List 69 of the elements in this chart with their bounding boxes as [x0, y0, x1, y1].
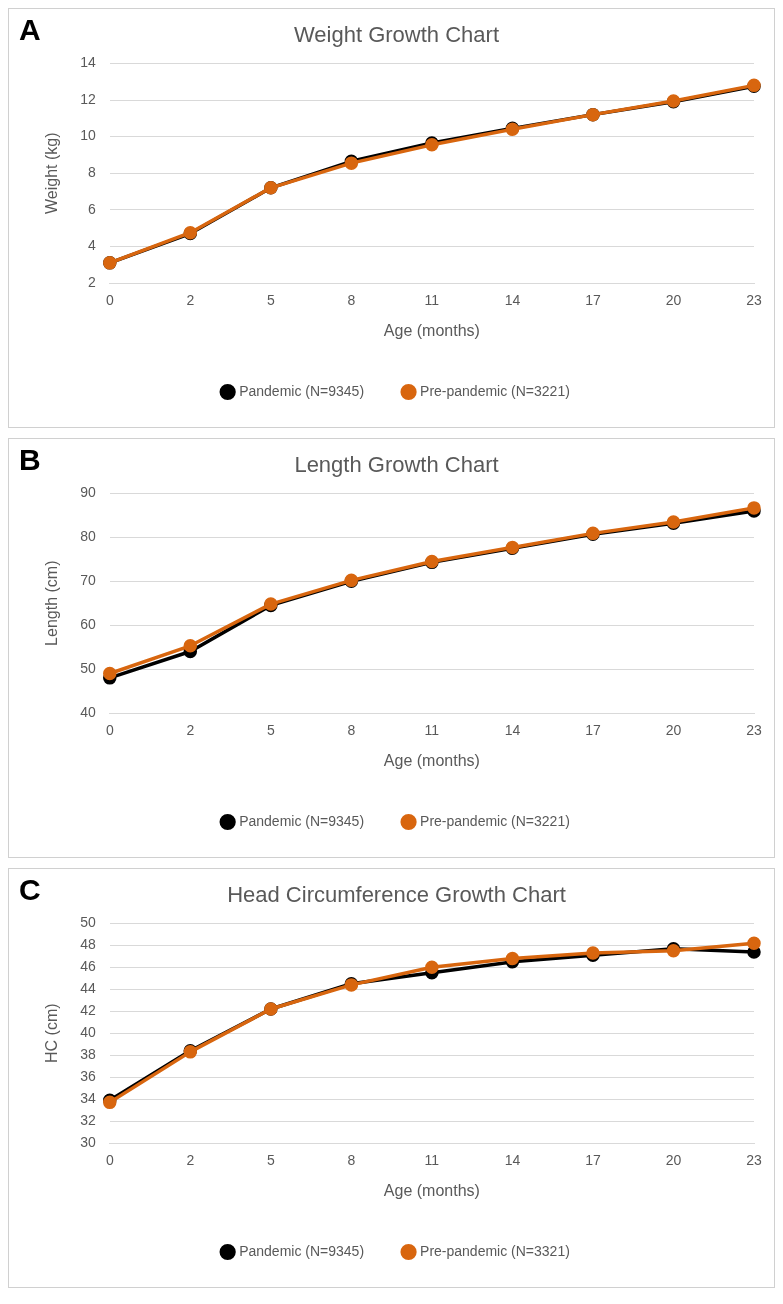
- y-tick-label: 40: [80, 703, 96, 720]
- legend-label: Pandemic (N=9345): [239, 1242, 365, 1259]
- y-tick-label: 10: [80, 127, 96, 144]
- chart-title: Head Circumference Growth Chart: [227, 882, 566, 908]
- text: C: [19, 873, 41, 907]
- y-tick-label: 80: [80, 528, 96, 545]
- chart-title: Length Growth Chart: [294, 452, 499, 478]
- x-tick-label: 20: [665, 722, 682, 739]
- x-tick-label: 23: [746, 292, 762, 309]
- x-tick-label: 2: [186, 1152, 195, 1169]
- x-tick-label: 5: [266, 1152, 275, 1169]
- x-tick-label: 17: [585, 292, 601, 309]
- x-tick-label: 14: [504, 1152, 521, 1169]
- x-axis-title: Age (months): [383, 1181, 480, 1199]
- y-tick-label: 14: [80, 54, 96, 71]
- x-axis-title: Age (months): [383, 321, 480, 339]
- x-tick-label: 5: [266, 292, 275, 309]
- x-tick-label: 8: [347, 1152, 356, 1169]
- x-tick-label: 20: [665, 1152, 682, 1169]
- y-axis-title: HC (cm): [43, 1003, 61, 1063]
- y-tick-label: 8: [87, 164, 96, 181]
- x-tick-label: 2: [186, 722, 195, 739]
- y-tick-label: 4: [87, 237, 96, 254]
- y-tick-label: 60: [80, 616, 96, 633]
- x-tick-label: 8: [347, 722, 356, 739]
- x-tick-label: 11: [424, 722, 440, 739]
- legend-label: Pre-pandemic (N=3221): [420, 812, 570, 829]
- y-tick-label: 70: [80, 572, 96, 589]
- x-tick-label: 17: [585, 722, 601, 739]
- chart-title: Weight Growth Chart: [293, 22, 500, 48]
- x-tick-label: 8: [347, 292, 356, 309]
- y-tick-label: 6: [87, 200, 96, 217]
- x-tick-label: 11: [424, 1152, 440, 1169]
- y-tick-label: 32: [80, 1111, 96, 1128]
- y-axis-title: Weight (kg): [43, 132, 61, 214]
- x-tick-label: 2: [186, 292, 195, 309]
- legend-label: Pandemic (N=9345): [239, 812, 365, 829]
- y-tick-label: 2: [87, 273, 96, 290]
- legend-label: Pre-pandemic (N=3221): [420, 382, 570, 399]
- x-tick-label: 5: [266, 722, 275, 739]
- y-tick-label: 36: [80, 1067, 96, 1084]
- y-tick-label: 90: [80, 484, 96, 501]
- y-tick-label: 48: [80, 936, 96, 953]
- y-tick-label: 46: [80, 958, 96, 975]
- x-tick-label: 14: [504, 722, 521, 739]
- x-tick-label: 23: [746, 1152, 762, 1169]
- x-tick-label: 23: [746, 722, 762, 739]
- y-axis-title: Length (cm): [43, 560, 61, 646]
- y-tick-label: 42: [80, 1002, 96, 1019]
- y-tick-label: 12: [80, 90, 96, 107]
- x-tick-label: 0: [105, 292, 114, 309]
- x-tick-label: 20: [665, 292, 682, 309]
- text: B: [19, 443, 41, 477]
- x-tick-label: 11: [424, 292, 440, 309]
- y-tick-label: 50: [80, 659, 96, 676]
- y-tick-label: 40: [80, 1024, 96, 1041]
- y-tick-label: 50: [80, 914, 96, 931]
- y-tick-label: 44: [80, 980, 96, 997]
- y-tick-label: 34: [80, 1089, 96, 1106]
- text: A: [19, 13, 41, 47]
- x-tick-label: 17: [585, 1152, 601, 1169]
- x-tick-label: 14: [504, 292, 521, 309]
- x-tick-label: 0: [105, 1152, 114, 1169]
- x-tick-label: 0: [105, 722, 114, 739]
- y-tick-label: 30: [80, 1133, 96, 1150]
- legend-label: Pandemic (N=9345): [239, 382, 365, 399]
- y-tick-label: 38: [80, 1046, 96, 1063]
- x-axis-title: Age (months): [383, 751, 480, 769]
- legend-label: Pre-pandemic (N=3321): [420, 1242, 570, 1259]
